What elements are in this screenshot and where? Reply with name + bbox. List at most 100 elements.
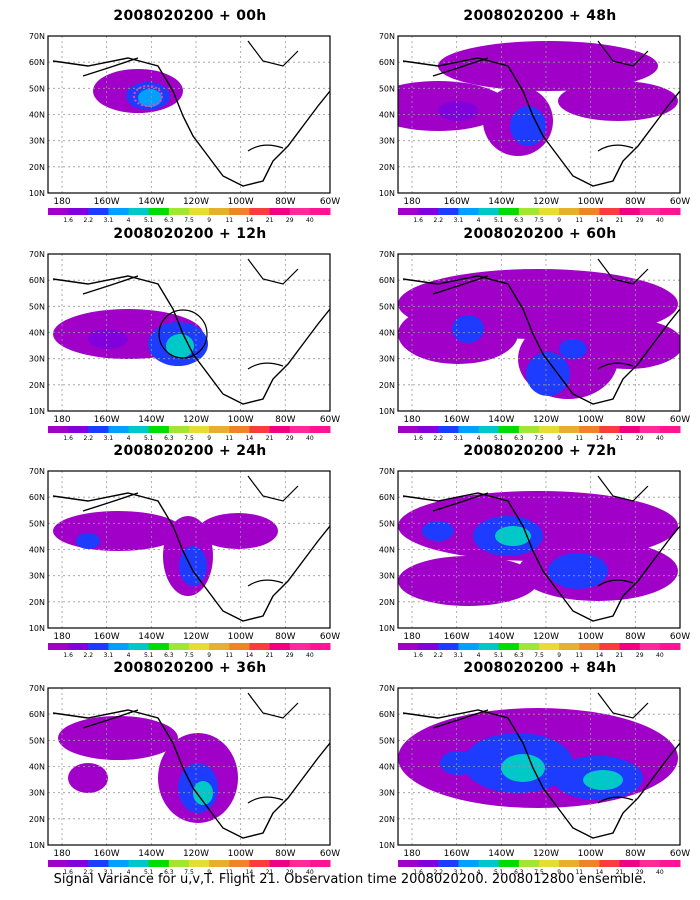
- lon-tick-label: 160W: [444, 632, 470, 642]
- lat-tick-label: 40N: [29, 111, 45, 120]
- colorbar-swatch: [639, 426, 661, 433]
- variance-contour: [452, 315, 484, 343]
- map-panel: 2008020200 + 72h 70N 60N 50N 40N 30N 20N 10N 180…: [370, 443, 700, 663]
- colorbar-label: 2.2: [84, 435, 94, 442]
- colorbar-label: 6.3: [164, 217, 174, 224]
- colorbar-swatch: [458, 860, 480, 867]
- lon-tick-label: 140W: [488, 632, 514, 642]
- colorbar-label: 3.1: [104, 217, 114, 224]
- lat-tick-label: 10N: [379, 407, 395, 416]
- colorbar-swatch: [539, 426, 560, 433]
- lon-tick-label: 80W: [275, 415, 295, 425]
- map-frame: [47, 687, 331, 846]
- colorbar-swatch: [498, 860, 520, 867]
- panel-title: 2008020200 + 12h: [113, 226, 267, 242]
- colorbar-label: 4: [477, 217, 481, 224]
- lat-tick-label: 50N: [29, 736, 45, 745]
- colorbar-label: 1.6: [413, 217, 423, 224]
- colorbar-label: 4: [127, 217, 131, 224]
- colorbar-label: 14: [246, 652, 254, 659]
- colorbar-label: 6.3: [164, 652, 174, 659]
- lat-tick-label: 30N: [29, 355, 45, 364]
- lat-tick-label: 60N: [29, 493, 45, 502]
- variance-contour: [548, 553, 608, 589]
- lat-tick-label: 10N: [29, 407, 45, 416]
- colorbar-swatch: [269, 426, 291, 433]
- colorbar-swatch: [518, 208, 540, 215]
- lat-tick-label: 40N: [379, 763, 395, 772]
- gulf-coastline: [247, 796, 284, 804]
- lat-tick-label: 20N: [379, 381, 395, 390]
- colorbar-label: 2.2: [84, 652, 94, 659]
- colorbar-swatch: [148, 426, 170, 433]
- colorbar-label: 21: [616, 652, 624, 659]
- colorbar-label: 40: [656, 217, 664, 224]
- lat-tick-label: 10N: [29, 841, 45, 850]
- lon-tick-label: 160W: [94, 197, 120, 207]
- gulf-coastline: [597, 579, 634, 587]
- aleutian-coastline: [432, 57, 489, 77]
- colorbar-label: 3.1: [104, 652, 114, 659]
- lon-tick-label: 120W: [533, 632, 559, 642]
- colorbar-swatch: [148, 860, 170, 867]
- lon-tick-label: 180: [53, 415, 70, 425]
- colorbar-label: 3.1: [104, 435, 114, 442]
- map-panel: 2008020200 + 24h 70N 60N 50N 40N 30N 20N 10N 180…: [20, 443, 360, 663]
- colorbar-swatch: [249, 208, 271, 215]
- lon-tick-label: 100W: [578, 197, 604, 207]
- colorbar-swatch: [559, 643, 580, 650]
- colorbar-label: 2.2: [434, 217, 444, 224]
- colorbar-label: 2.2: [84, 217, 94, 224]
- colorbar-swatch: [639, 208, 661, 215]
- colorbar-label: 40: [306, 217, 314, 224]
- colorbar-swatch: [289, 208, 311, 215]
- lon-tick-label: 80W: [625, 415, 645, 425]
- map-frame: [397, 253, 681, 412]
- colorbar-label: 5.1: [144, 217, 154, 224]
- lon-tick-label: 120W: [183, 197, 209, 207]
- lon-tick-label: 140W: [488, 849, 514, 859]
- colorbar-label: 4: [127, 869, 131, 876]
- variance-map: 70N 60N 50N 40N 30N 20N 10N 180 160W 140W 120W 100W…: [379, 684, 690, 876]
- lon-tick-label: 160W: [94, 849, 120, 859]
- flight-track-marker: [133, 85, 163, 107]
- colorbar-label: 9: [207, 869, 211, 876]
- lat-tick-label: 60N: [29, 710, 45, 719]
- colorbar-label: 5.1: [144, 652, 154, 659]
- colorbar-swatch: [438, 426, 459, 433]
- coastline: [402, 275, 680, 405]
- lon-tick-label: 160W: [444, 415, 470, 425]
- colorbar-swatch: [418, 426, 439, 433]
- colorbar-label: 6.3: [164, 435, 174, 442]
- variance-contour: [198, 513, 278, 549]
- colorbar-label: 14: [596, 869, 604, 876]
- panel-title: 2008020200 + 48h: [463, 8, 617, 24]
- colorbar-label: 40: [306, 652, 314, 659]
- colorbar-swatch: [229, 208, 250, 215]
- colorbar-swatch: [418, 860, 439, 867]
- lat-tick-label: 60N: [29, 58, 45, 67]
- colorbar-swatch: [249, 860, 271, 867]
- colorbar-swatch: [309, 643, 331, 650]
- colorbar-label: 29: [636, 869, 644, 876]
- variance-contour: [166, 334, 194, 358]
- colorbar-label: 9: [207, 652, 211, 659]
- colorbar-label: 4: [477, 652, 481, 659]
- colorbar-swatch: [518, 426, 540, 433]
- variance-contour: [422, 521, 454, 541]
- panel-title: 2008020200 + 36h: [113, 660, 267, 676]
- colorbar-swatch: [249, 426, 271, 433]
- colorbar-label: 14: [246, 869, 254, 876]
- colorbar-swatch: [539, 860, 560, 867]
- lon-tick-label: 140W: [138, 415, 164, 425]
- colorbar-swatch: [599, 426, 621, 433]
- variance-map: 70N 60N 50N 40N 30N 20N 10N 180 160W 140W 120W 100W…: [379, 250, 690, 442]
- colorbar-swatch: [229, 860, 250, 867]
- map-frame: [397, 687, 681, 846]
- lon-tick-label: 180: [403, 415, 420, 425]
- lat-tick-label: 20N: [29, 163, 45, 172]
- lat-tick-label: 60N: [379, 493, 395, 502]
- coastline: [402, 57, 680, 187]
- colorbar-swatch: [168, 426, 190, 433]
- variance-contour: [53, 511, 183, 551]
